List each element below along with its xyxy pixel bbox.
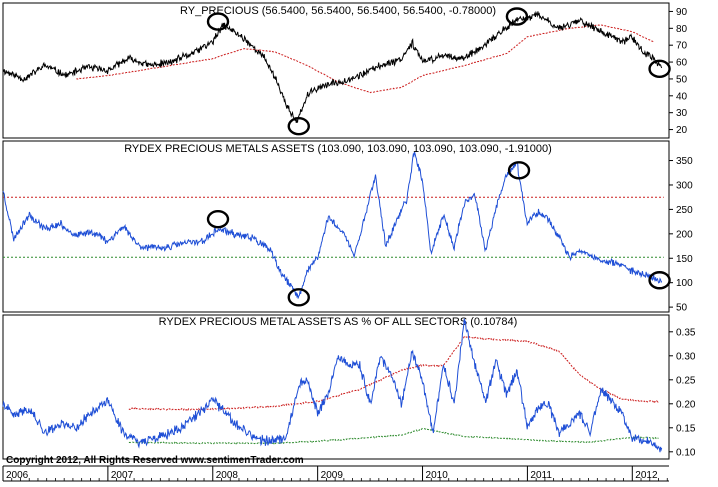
x-tick-label: 2012 xyxy=(635,470,658,481)
panel-1-circle-annotation xyxy=(648,59,671,79)
panel-2-title: RYDEX PRECIOUS METALS ASSETS (103.090, 1… xyxy=(124,143,552,155)
panel-2-ytick-label: 300 xyxy=(676,180,693,191)
panel-1-circle-annotation xyxy=(287,116,310,136)
panel-2-ytick-label: 250 xyxy=(676,205,693,216)
panel-2-circle-annotation xyxy=(287,288,310,307)
panel-3-ytick-label: 0.10 xyxy=(676,447,696,458)
percent-assets-line xyxy=(2,318,663,453)
panel-3-ytick-label: 0.25 xyxy=(676,375,696,386)
panel-3-ytick-label: 0.20 xyxy=(676,399,696,410)
panel-3-ytick-label: 0.35 xyxy=(676,327,696,338)
x-tick-label: 2007 xyxy=(111,470,134,481)
panel-1-ytick-label: 60 xyxy=(676,58,688,69)
moving-average-line xyxy=(76,24,654,94)
panel-1-ytick-label: 30 xyxy=(676,108,688,119)
x-tick-label: 2006 xyxy=(6,470,29,481)
x-tick-label: 2008 xyxy=(216,470,239,481)
panel-1-ytick-label: 70 xyxy=(676,41,688,52)
upper-band-line xyxy=(128,335,659,411)
panel-2-ytick-label: 150 xyxy=(676,254,693,265)
panel-1-ytick-label: 80 xyxy=(676,24,688,35)
panel-2-circle-annotation xyxy=(507,161,531,180)
panel-1-ytick-label: 90 xyxy=(676,7,688,18)
panel-1-circle-annotation xyxy=(206,12,230,31)
plot-layer: 20 30 40 50 60 70 80 90 50 100 150 200 250 300 350 0.10… xyxy=(2,2,696,482)
lower-band-line xyxy=(128,427,659,445)
panel-2-ytick-label: 100 xyxy=(676,278,693,289)
x-tick-label: 2011 xyxy=(530,470,552,481)
panel-1-ytick-label: 40 xyxy=(676,91,688,102)
panel-1-ytick-label: 50 xyxy=(676,74,688,85)
panel-2-circle-annotation xyxy=(648,271,671,290)
panel-2-frame xyxy=(2,140,670,313)
panel-1-title: RY_PRECIOUS (56.5400, 56.5400, 56.5400, … xyxy=(180,5,496,17)
panel-1-circle-annotation xyxy=(505,7,529,26)
copyright-text: Copyright 2012, All Rights Reserved www.… xyxy=(6,455,304,466)
panel-3-ytick-label: 0.30 xyxy=(676,351,696,362)
panel-2-circle-annotation xyxy=(206,209,230,229)
panel-1-ytick-label: 20 xyxy=(676,125,688,136)
panel-2-ytick-label: 350 xyxy=(676,156,693,167)
assets-line xyxy=(2,151,663,299)
panel-2-ytick-label: 200 xyxy=(676,229,693,240)
x-tick-label: 2010 xyxy=(426,470,449,481)
x-tick-label: 2009 xyxy=(321,470,344,481)
panel-3-frame xyxy=(2,314,670,460)
panel-3-title: RYDEX PRECIOUS METAL ASSETS AS % OF ALL … xyxy=(159,316,518,328)
panel-3-ytick-label: 0.15 xyxy=(676,423,696,434)
panel-2-ytick-label: 50 xyxy=(676,303,688,314)
price-line xyxy=(2,10,663,123)
